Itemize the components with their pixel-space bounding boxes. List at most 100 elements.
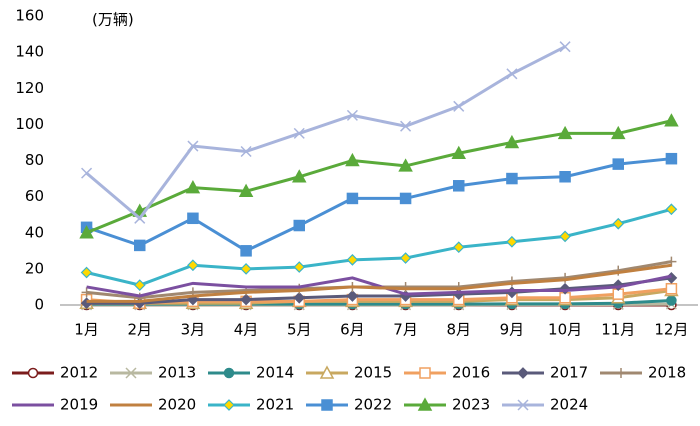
marker [400, 120, 412, 132]
marker [559, 41, 571, 53]
marker [453, 100, 465, 112]
marker [665, 203, 678, 216]
marker [452, 241, 465, 254]
marker [346, 192, 359, 205]
marker [616, 368, 626, 378]
marker [610, 125, 626, 140]
marker [665, 282, 678, 295]
marker [294, 283, 305, 294]
x-tick-label: 3月 [181, 321, 206, 339]
series-line [86, 276, 672, 305]
x-tick-label: 10月 [548, 321, 582, 339]
y-tick-label: 140 [15, 43, 44, 61]
series-line [85, 45, 566, 221]
marker [187, 259, 199, 272]
marker [517, 367, 529, 379]
legend-label: 2014 [256, 364, 294, 382]
marker [223, 399, 235, 411]
legend-label: 2020 [158, 396, 196, 414]
marker [517, 399, 529, 411]
marker [134, 212, 146, 224]
series [86, 274, 672, 298]
marker [559, 230, 571, 243]
marker [187, 212, 199, 225]
marker [504, 134, 520, 149]
marker [417, 397, 433, 411]
x-tick-label: 12月 [654, 321, 688, 339]
marker [223, 367, 235, 379]
marker [398, 158, 413, 172]
series [80, 203, 678, 291]
marker [399, 252, 412, 264]
marker [346, 109, 358, 121]
y-tick-label: 20 [25, 259, 44, 277]
legend-label: 2015 [354, 364, 392, 382]
series-line [86, 207, 672, 287]
marker [506, 276, 517, 287]
legend-label: 2013 [158, 364, 196, 382]
marker [187, 140, 199, 152]
marker [506, 172, 518, 185]
series-line [86, 289, 672, 305]
marker [240, 145, 252, 157]
marker [506, 68, 518, 80]
marker [666, 295, 677, 306]
series-line [86, 287, 672, 305]
marker [453, 180, 465, 192]
marker [451, 145, 467, 160]
marker [557, 125, 573, 140]
legend-label: 2023 [452, 396, 490, 414]
marker [134, 239, 146, 252]
marker [346, 290, 359, 302]
x-tick-label: 4月 [234, 321, 259, 339]
marker [240, 263, 252, 275]
x-tick-label: 1月 [74, 321, 99, 339]
marker [559, 171, 571, 183]
y-tick-label: 100 [15, 115, 44, 133]
y-tick-label: 160 [15, 7, 44, 25]
marker [293, 219, 305, 232]
y-tick-label: 80 [25, 151, 44, 169]
marker [321, 399, 333, 411]
legend-label: 2022 [354, 396, 392, 414]
x-tick-label: 5月 [287, 321, 312, 339]
marker [665, 152, 678, 165]
series-line [86, 260, 672, 300]
marker [664, 113, 679, 127]
marker [612, 217, 625, 230]
y-tick-label: 60 [25, 187, 44, 205]
marker [293, 127, 305, 139]
marker [506, 235, 518, 248]
series-line [86, 263, 672, 303]
marker [238, 183, 254, 197]
marker [125, 367, 137, 379]
series-line [86, 119, 672, 235]
marker [240, 293, 252, 306]
marker [291, 169, 307, 183]
legend-label: 2018 [648, 364, 686, 382]
marker [81, 287, 92, 298]
marker [80, 266, 93, 279]
legend-label: 2021 [256, 396, 294, 414]
series [81, 41, 571, 224]
y-tick-label: 0 [34, 296, 44, 314]
series [80, 152, 678, 257]
unit-annotation: (万辆) [92, 11, 134, 29]
marker [346, 253, 359, 266]
marker [400, 281, 411, 292]
marker [27, 367, 39, 379]
legend-label: 2016 [452, 364, 490, 382]
series-line [86, 157, 672, 253]
legend-label: 2017 [550, 364, 588, 382]
marker [81, 167, 93, 179]
marker [293, 261, 306, 273]
marker [185, 180, 201, 194]
y-tick-label: 40 [25, 223, 44, 241]
series-line [86, 274, 672, 298]
x-tick-label: 7月 [393, 321, 418, 339]
marker [319, 365, 335, 379]
x-tick-label: 6月 [340, 321, 365, 339]
marker [240, 245, 252, 257]
